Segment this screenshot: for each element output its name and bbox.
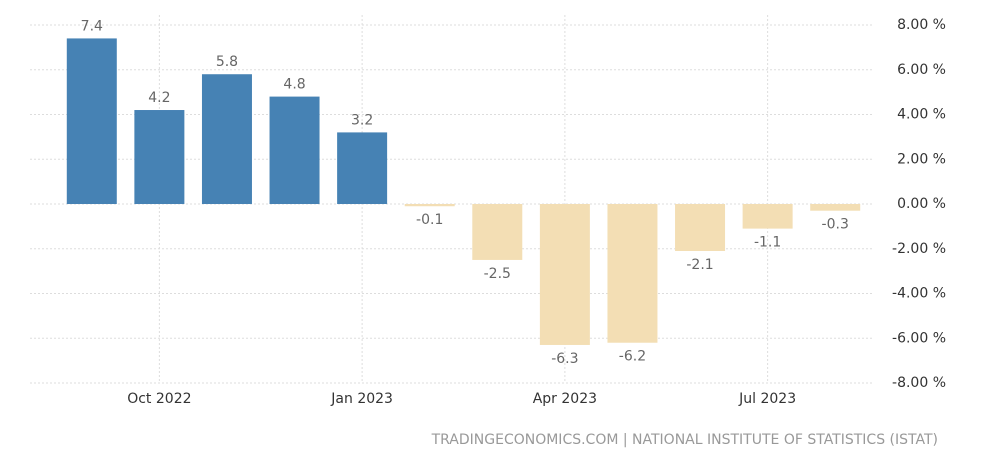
bar: [539, 204, 590, 345]
y-tick-label: 4.00 %: [897, 107, 946, 123]
data-label: 4.8: [283, 77, 305, 93]
x-tick-label: Jul 2023: [738, 391, 796, 407]
data-label: -1.1: [754, 235, 781, 251]
bar: [675, 204, 726, 251]
data-label: 5.8: [216, 54, 238, 70]
bar: [810, 204, 861, 211]
data-label: -0.1: [416, 212, 443, 228]
y-tick-label: 0.00 %: [897, 196, 946, 212]
y-tick-label: -8.00 %: [892, 375, 946, 391]
bar: [404, 204, 455, 207]
data-label: 3.2: [351, 112, 373, 128]
y-tick-label: 8.00 %: [897, 17, 946, 33]
y-tick-label: 6.00 %: [897, 62, 946, 78]
source: TRADINGECONOMICS.COM | NATIONAL INSTITUT…: [431, 432, 938, 448]
data-label: -6.3: [551, 351, 578, 367]
data-label: -2.1: [686, 257, 713, 273]
y-tick-label: -6.00 %: [892, 330, 946, 346]
data-label: -0.3: [822, 217, 849, 233]
bar: [472, 204, 523, 260]
bar: [269, 96, 320, 204]
x-tick-label: Jan 2023: [330, 391, 393, 407]
bar: [607, 204, 658, 343]
x-tick-label: Oct 2022: [127, 391, 191, 407]
data-label: -2.5: [484, 266, 511, 282]
bar: [337, 132, 388, 204]
data-label: 7.4: [81, 18, 103, 34]
bar: [134, 110, 185, 204]
y-tick-label: -4.00 %: [892, 286, 946, 302]
y-tick-label: -2.00 %: [892, 241, 946, 257]
y-tick-label: 2.00 %: [897, 151, 946, 167]
bar: [201, 74, 252, 204]
data-label: -6.2: [619, 349, 646, 365]
data-label: 4.2: [148, 90, 170, 106]
bar: [66, 38, 117, 204]
x-tick-label: Apr 2023: [533, 391, 597, 407]
bar: [742, 204, 793, 229]
